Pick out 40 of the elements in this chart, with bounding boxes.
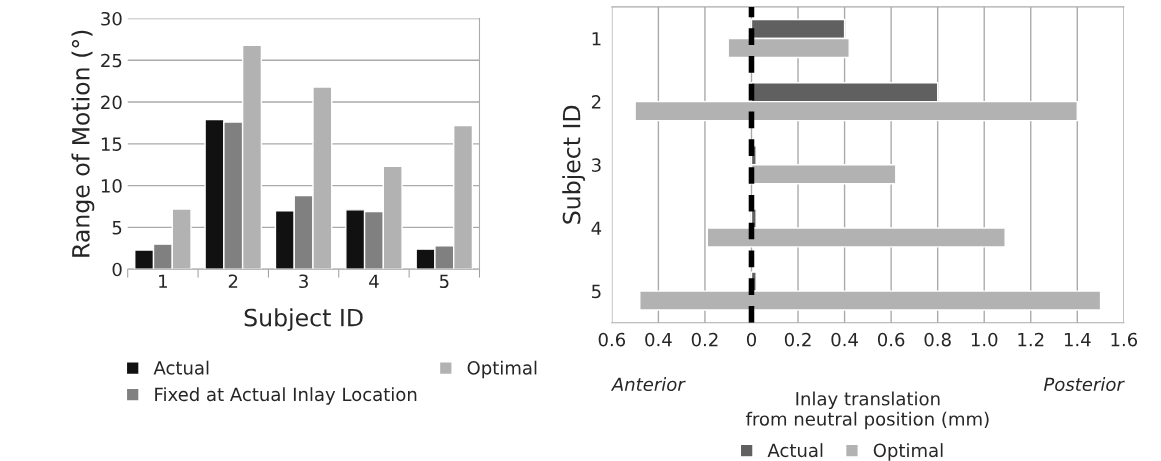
text: Anterior — [610, 377, 686, 392]
y-tick-label: 5 — [112, 221, 122, 235]
x-tick-label: 0.2 — [691, 332, 718, 347]
y-tick-label: 25 — [101, 53, 122, 68]
y-tick-label: 30 — [101, 11, 122, 26]
x-tick-label: 2 — [228, 274, 238, 288]
x-axis-title: Inlay translation from neutral position (mm) — [745, 391, 989, 430]
legend-label: Optimal — [873, 443, 943, 461]
y-tick-label: 2 — [591, 95, 601, 109]
x-tick-label: 1.6 — [1111, 332, 1138, 347]
x-tick-label: 4 — [369, 274, 379, 288]
legend-label: Fixed at Actual Inlay Location — [155, 387, 417, 405]
y-axis-title: Subject ID — [562, 105, 586, 224]
x-tick-label: 0.6 — [877, 332, 905, 347]
x-tick-label: 1 — [159, 274, 167, 288]
x-tick-label: 5 — [439, 274, 449, 289]
y-tick-label: 1 — [592, 32, 601, 46]
text: Posterior — [1043, 377, 1125, 392]
x-tick-label: 0.8 — [924, 332, 951, 347]
legend-label: Actual — [767, 443, 823, 458]
y-tick-label: 3 — [592, 158, 601, 172]
x-tick-label: 0.6 — [598, 332, 626, 347]
x-axis-title: Subject ID — [244, 308, 363, 332]
legend-label: Actual — [153, 360, 209, 375]
legend-label: Optimal — [467, 360, 537, 379]
x-tick-label: 1.2 — [1018, 332, 1044, 347]
y-axis-title: Range of Motion (°) — [71, 30, 95, 257]
x-tick-label: 0 — [746, 332, 757, 347]
y-tick-label: 5 — [592, 284, 601, 299]
x-tick-label: 0.4 — [645, 332, 672, 347]
x-tick-label: 1.4 — [1064, 332, 1091, 347]
x-tick-label: 0.2 — [784, 332, 811, 347]
x-tick-label: 1.0 — [971, 332, 998, 347]
y-tick-label: 10 — [101, 179, 122, 193]
x-tick-label: 3 — [299, 274, 308, 289]
x-tick-label: 0.4 — [831, 332, 858, 347]
y-tick-label: 15 — [101, 137, 122, 151]
y-tick-label: 4 — [591, 221, 602, 235]
y-tick-label: 0 — [112, 262, 122, 277]
y-tick-label: 20 — [101, 95, 122, 110]
